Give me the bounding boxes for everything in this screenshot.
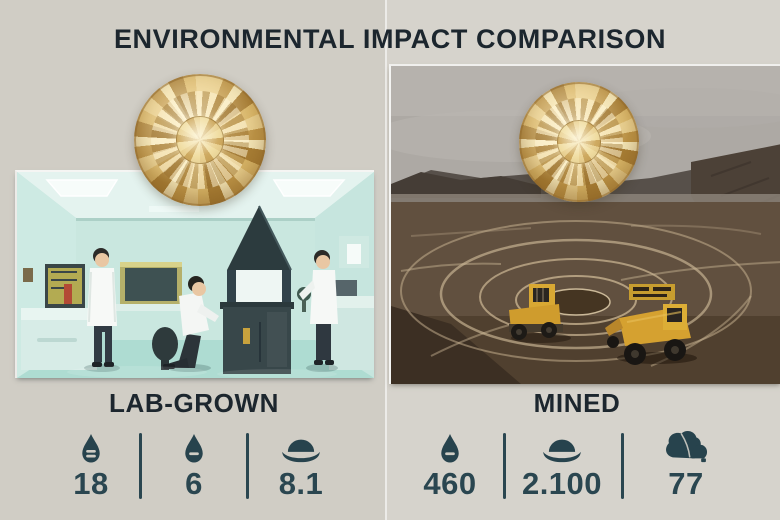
stat-value: 2.100: [521, 466, 603, 501]
stat-mined-land: 77: [634, 430, 738, 499]
lab-grown-label: LAB-GROWN: [108, 388, 280, 418]
stat-lab-emissions: 8.1: [249, 430, 353, 499]
stat-value: 18: [73, 466, 109, 501]
emissions-cloud-icon: [280, 430, 322, 464]
stat-lab-energy: 18: [39, 430, 143, 499]
stat-mined-water: 460: [398, 430, 502, 499]
stat-divider: [139, 433, 142, 499]
stat-value: 8.1: [278, 466, 324, 501]
stat-value: 77: [668, 466, 704, 501]
stat-divider: [246, 433, 249, 499]
lab-photo: [15, 170, 374, 378]
gold-diamond-lab-image: [134, 74, 266, 206]
page-title: ENVIRONMENTAL IMPACT COMPARISON: [113, 24, 667, 54]
stat-divider: [621, 433, 624, 499]
water-drop-icon: [438, 430, 462, 464]
energy-drop-icon: [79, 430, 103, 464]
stat-divider: [503, 433, 506, 499]
stat-mined-emissions: 2.100: [510, 430, 614, 499]
emissions-cloud-icon: [541, 430, 583, 464]
mined-label: MINED: [533, 388, 621, 418]
water-drop-icon: [182, 430, 206, 464]
gold-diamond-mined-image: [519, 82, 639, 202]
stat-value: 6: [185, 466, 203, 501]
stat-value: 460: [423, 466, 477, 501]
stat-lab-water: 6: [142, 430, 246, 499]
earth-rocks-icon: [662, 430, 710, 464]
mine-photo: [389, 64, 780, 384]
